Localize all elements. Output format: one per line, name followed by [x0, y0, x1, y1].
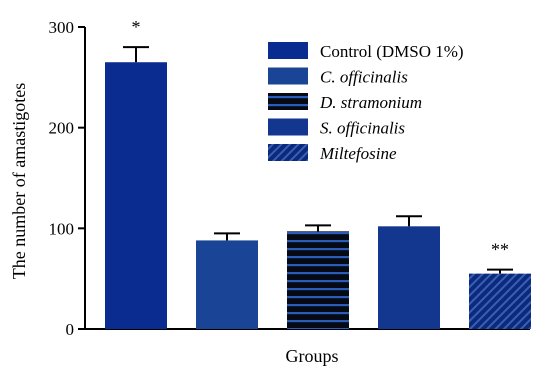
legend-label: C. officinalis	[320, 68, 408, 87]
significance-marker: **	[491, 240, 509, 260]
legend-swatch	[268, 42, 308, 59]
bar-4	[378, 226, 440, 329]
bar-3	[287, 231, 349, 329]
legend: Control (DMSO 1%) C. officinalis D. stramo…	[268, 42, 464, 163]
y-ticks: 0 100 200 300	[49, 18, 85, 339]
bar-2	[196, 240, 258, 329]
bar-1	[105, 62, 167, 329]
legend-swatch	[268, 93, 308, 110]
legend-label: S. officinalis	[320, 119, 405, 138]
significance-marker: *	[132, 17, 141, 37]
legend-label: D. stramonium	[319, 93, 422, 112]
legend-label: Miltefosine	[319, 144, 397, 163]
legend-swatch	[268, 67, 308, 85]
axes: 0 100 200 300 The number of amastigotes Gro…	[9, 18, 530, 366]
x-axis-title: Groups	[286, 346, 339, 366]
bars: ***	[105, 17, 531, 329]
y-tick-label: 100	[49, 219, 75, 238]
y-tick-label: 200	[49, 119, 75, 138]
y-tick-label: 0	[66, 320, 75, 339]
bar-5	[469, 273, 531, 329]
y-tick-label: 300	[49, 18, 75, 37]
legend-swatch	[268, 144, 308, 161]
y-axis-title: The number of amastigotes	[9, 83, 29, 279]
legend-label: Control (DMSO 1%)	[320, 42, 464, 61]
legend-swatch	[268, 118, 308, 136]
